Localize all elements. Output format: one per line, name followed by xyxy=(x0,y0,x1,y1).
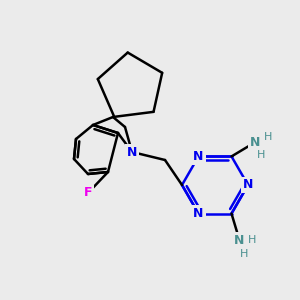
Text: H: H xyxy=(264,132,273,142)
Text: H: H xyxy=(240,249,249,260)
Text: N: N xyxy=(243,178,253,191)
Text: H: H xyxy=(248,236,257,245)
Text: N: N xyxy=(127,146,137,158)
Text: N: N xyxy=(234,234,245,247)
Text: N: N xyxy=(193,207,204,220)
Text: F: F xyxy=(84,187,92,200)
Text: N: N xyxy=(193,150,204,163)
Text: N: N xyxy=(250,136,261,148)
Text: H: H xyxy=(257,150,266,160)
